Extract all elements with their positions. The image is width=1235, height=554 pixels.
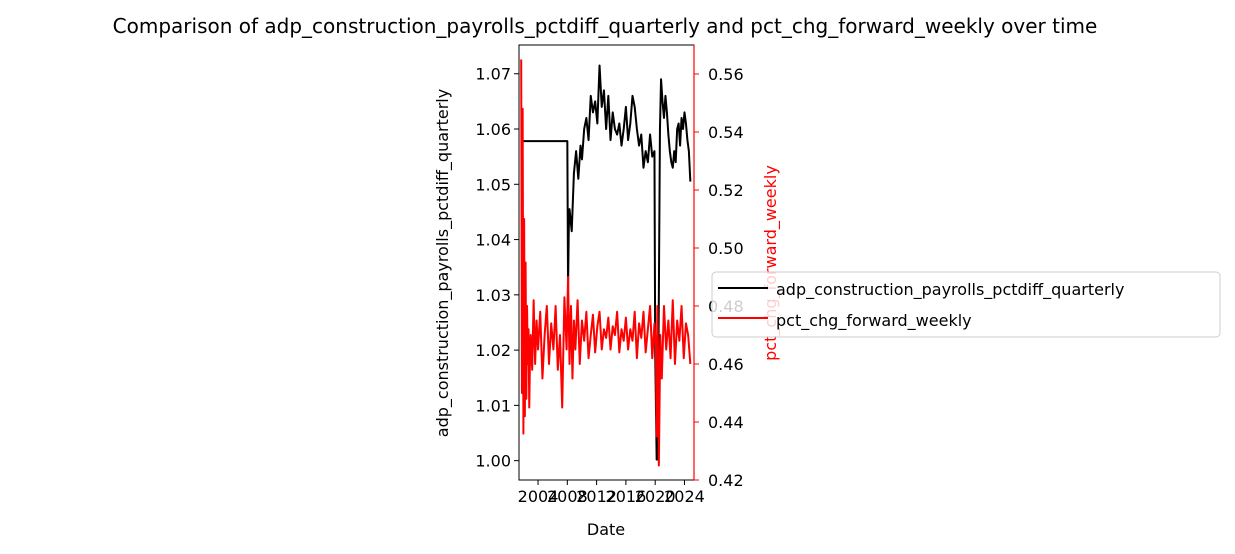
legend: adp_construction_payrolls_pctdiff_quarte… bbox=[711, 271, 1221, 338]
y-left-tick-label: 1.07 bbox=[475, 65, 511, 84]
y-right-tick-label: 0.50 bbox=[708, 239, 744, 258]
x-tick-label: 2016 bbox=[606, 487, 647, 506]
x-tick-label: 2004 bbox=[518, 487, 559, 506]
x-tick-label: 2020 bbox=[635, 487, 676, 506]
y-left-tick-label: 1.06 bbox=[475, 120, 511, 139]
y-right-tick-label: 0.46 bbox=[708, 355, 744, 374]
y-left-tick-label: 1.02 bbox=[475, 341, 511, 360]
x-tick-label: 2024 bbox=[664, 487, 705, 506]
y-left-tick-label: 1.01 bbox=[475, 396, 511, 415]
legend-label-series-1: pct_chg_forward_weekly bbox=[776, 311, 972, 331]
y-left-tick-label: 1.00 bbox=[475, 452, 511, 471]
y-right-tick-label: 0.52 bbox=[708, 181, 744, 200]
series-line-0 bbox=[521, 64, 692, 461]
y-right-tick-label: 0.54 bbox=[708, 123, 744, 142]
series-line-1 bbox=[520, 59, 692, 467]
x-axis-label: Date bbox=[587, 520, 625, 539]
y-axis-right: 0.420.440.460.480.500.520.540.56 bbox=[694, 65, 744, 490]
legend-label-series-0: adp_construction_payrolls_pctdiff_quarte… bbox=[776, 280, 1124, 300]
series-layer bbox=[520, 59, 692, 467]
x-tick-label: 2012 bbox=[576, 487, 617, 506]
y-right-tick-label: 0.42 bbox=[708, 471, 744, 490]
y-right-tick-label: 0.44 bbox=[708, 413, 744, 432]
y-left-tick-label: 1.05 bbox=[475, 175, 511, 194]
chart-title: Comparison of adp_construction_payrolls_… bbox=[113, 14, 1098, 38]
y-left-tick-label: 1.04 bbox=[475, 231, 511, 250]
y-axis-left: 1.00 1.01 1.02 1.03 1.04 1.05 1.06 1.07 bbox=[475, 65, 519, 471]
y-right-tick-label: 0.56 bbox=[708, 65, 744, 84]
x-tick-label: 2008 bbox=[547, 487, 588, 506]
plot-area bbox=[518, 44, 695, 481]
y-left-tick-label: 1.03 bbox=[475, 286, 511, 305]
y-axis-left-label: adp_construction_payrolls_pctdiff_quarte… bbox=[433, 89, 453, 437]
legend-frame bbox=[711, 271, 1221, 338]
